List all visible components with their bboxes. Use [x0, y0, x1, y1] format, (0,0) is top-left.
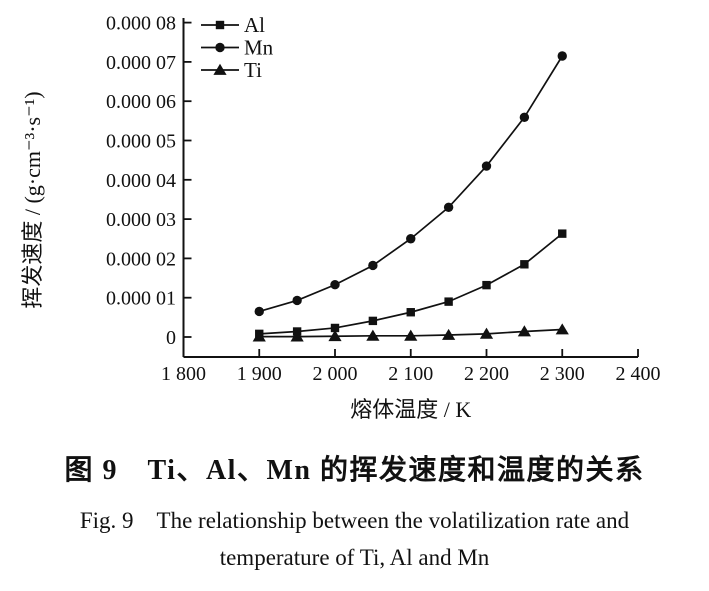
marker-al [330, 323, 340, 333]
marker-ti [555, 323, 569, 335]
marker-al [406, 308, 415, 317]
marker-mn [330, 280, 340, 290]
marker-ti [404, 329, 418, 341]
legend-label-mn: Mn [244, 36, 274, 60]
marker-al [558, 229, 567, 238]
marker-mn [292, 295, 302, 306]
marker-ti [366, 329, 380, 341]
y-tick-label: 0.000 08 [106, 13, 176, 35]
legend-label-al: Al [244, 13, 265, 37]
marker-ti [517, 325, 531, 337]
x-tick-label: 2 200 [464, 363, 509, 385]
series-al-line [259, 232, 563, 335]
x-tick-label: 2 100 [388, 363, 433, 385]
y-tick-label: 0 [166, 327, 176, 349]
marker-mn [519, 112, 530, 123]
marker-ti [442, 328, 456, 340]
marker-ti [328, 330, 342, 342]
y-tick-label: 0.000 05 [106, 131, 176, 153]
marker-ti [479, 327, 494, 339]
marker-al [368, 316, 378, 326]
marker-al [482, 280, 491, 290]
y-tick-label: 0.000 04 [106, 170, 176, 192]
x-tick-label: 2 400 [616, 363, 661, 385]
marker-ti [252, 330, 266, 342]
volatilization-rate-chart: 0 0.000 01 0.000 02 0.000 03 0.000 04 0.000 0… [20, 13, 661, 422]
x-axis-title: 熔体温度 / K [350, 397, 471, 422]
x-tick-label: 1 800 [161, 363, 206, 385]
marker-mn [406, 234, 416, 244]
figure-caption-en-2: temperature of Ti, Al and Mn [219, 545, 490, 570]
marker-mn [443, 202, 454, 213]
y-tick-label: 0.000 03 [106, 209, 176, 231]
y-tick-label: 0.000 07 [106, 52, 176, 74]
marker-al [520, 260, 529, 269]
marker-al [444, 297, 453, 306]
x-tick-label: 2 000 [313, 363, 358, 385]
y-tick-label: 0.000 02 [106, 248, 176, 270]
figure-caption-en-1: Fig. 9 The relationship between the vola… [79, 508, 630, 533]
y-tick-label: 0.000 06 [106, 91, 176, 113]
marker-ti [290, 330, 304, 342]
marker-mn [557, 51, 567, 61]
x-tick-label: 2 300 [540, 363, 585, 385]
legend-label-ti: Ti [244, 58, 262, 82]
marker-mn [368, 260, 378, 271]
series-mn-line [259, 55, 563, 313]
marker-mn [254, 306, 264, 317]
marker-mn [481, 161, 492, 171]
x-tick-label: 1 900 [237, 363, 282, 385]
figure-caption-zh: 图 9 Ti、Al、Mn 的挥发速度和温度的关系 [64, 455, 645, 486]
y-tick-label: 0.000 01 [106, 288, 176, 310]
y-axis-title: 挥发速度 / (g·cm⁻³·s⁻¹) [20, 91, 45, 308]
legend-triangle-icon [213, 63, 227, 75]
legend-circle-icon [215, 42, 225, 53]
legend-square-icon [215, 20, 225, 30]
